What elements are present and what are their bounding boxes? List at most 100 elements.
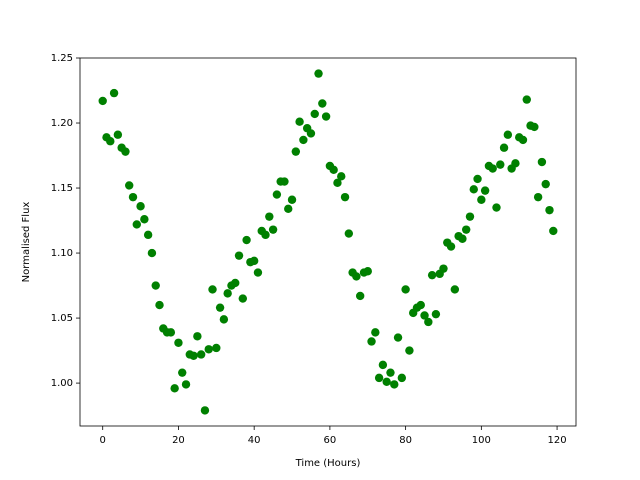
point [306, 129, 316, 138]
point [318, 99, 327, 108]
point [363, 267, 372, 276]
point [155, 300, 164, 310]
point [189, 351, 198, 360]
point [200, 406, 210, 415]
x-tick-label: 0 [100, 435, 106, 446]
point [272, 190, 282, 199]
point [125, 181, 134, 190]
point [147, 248, 157, 258]
point [231, 278, 240, 288]
point [537, 157, 547, 167]
point [367, 337, 376, 346]
point [234, 251, 244, 260]
point [178, 368, 187, 377]
point [420, 311, 429, 320]
point [397, 373, 407, 383]
point [143, 230, 153, 240]
point [477, 195, 486, 204]
point [181, 380, 191, 389]
point [405, 346, 414, 355]
point [355, 291, 365, 301]
point [265, 212, 274, 221]
point [193, 332, 202, 341]
point [151, 281, 160, 290]
point [496, 160, 505, 169]
point [393, 333, 403, 342]
point [136, 202, 145, 211]
point [390, 380, 399, 389]
point [166, 328, 176, 337]
point [287, 195, 297, 204]
point [458, 234, 467, 243]
point [352, 272, 361, 281]
point [424, 317, 433, 327]
point [344, 229, 354, 238]
point [401, 285, 410, 294]
plot-frame [79, 57, 577, 427]
point [549, 226, 558, 236]
point [333, 178, 342, 188]
point [378, 360, 388, 370]
point [431, 309, 441, 319]
point [204, 345, 213, 354]
x-axis-label: Time (Hours) [295, 458, 361, 469]
point [284, 204, 293, 214]
x-tick-label: 120 [548, 435, 567, 446]
point [439, 264, 448, 273]
point [280, 177, 289, 186]
point [140, 215, 149, 224]
point [545, 205, 554, 215]
point [113, 130, 123, 139]
point [132, 220, 141, 229]
point [371, 328, 380, 337]
point [310, 109, 319, 119]
point [386, 368, 395, 377]
point [533, 192, 543, 202]
point [299, 135, 308, 145]
point [499, 143, 509, 152]
point [416, 300, 425, 310]
point [340, 192, 350, 202]
y-tick-label: 1.10 [51, 248, 73, 259]
point [480, 186, 490, 195]
point [321, 112, 331, 121]
point [174, 338, 183, 347]
y-tick-label: 1.25 [51, 53, 73, 64]
x-tick-label: 20 [172, 435, 185, 446]
x-tick-label: 60 [324, 435, 337, 446]
point [106, 137, 115, 146]
point [488, 164, 497, 173]
point [511, 159, 520, 168]
point [98, 96, 107, 106]
x-tick-label: 100 [472, 435, 491, 446]
point [223, 289, 232, 298]
point [461, 225, 471, 234]
point [329, 165, 338, 175]
point [382, 377, 391, 386]
point [121, 147, 130, 156]
point [473, 174, 482, 184]
point [374, 373, 384, 383]
point [522, 95, 531, 104]
point [503, 130, 513, 139]
y-tick-label: 1.15 [51, 183, 73, 194]
y-axis-label: Normalised Flux [21, 202, 32, 283]
point [427, 270, 437, 280]
point [446, 242, 456, 251]
point [465, 212, 475, 221]
point [215, 303, 225, 312]
point [291, 147, 301, 156]
point [219, 315, 229, 324]
point [469, 185, 478, 194]
x-tick-label: 40 [248, 435, 261, 446]
y-tick-label: 1.05 [51, 313, 73, 324]
point [109, 88, 119, 98]
point [268, 225, 278, 234]
point [170, 384, 179, 393]
point [238, 294, 248, 303]
y-tick-label: 1.20 [51, 118, 73, 129]
point [128, 192, 138, 202]
point [450, 285, 460, 294]
